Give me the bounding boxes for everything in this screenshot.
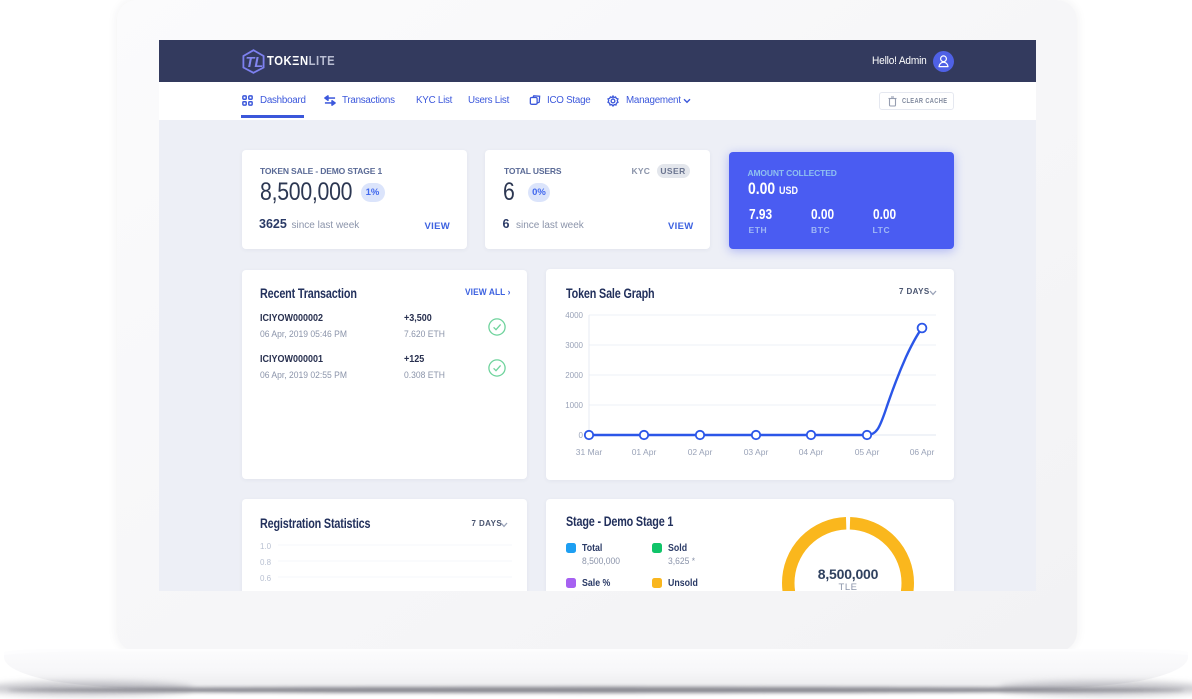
svg-text:4000: 4000 [565, 311, 583, 320]
svg-text:TL: TL [246, 55, 264, 71]
svg-text:31 Mar: 31 Mar [576, 447, 603, 457]
svg-text:1000: 1000 [565, 401, 583, 410]
svg-text:2000: 2000 [565, 371, 583, 380]
svg-text:02 Apr: 02 Apr [688, 447, 713, 457]
svg-text:05 Apr: 05 Apr [855, 447, 880, 457]
svg-text:01 Apr: 01 Apr [632, 447, 657, 457]
svg-text:03 Apr: 03 Apr [744, 447, 769, 457]
svg-text:0: 0 [579, 431, 584, 440]
svg-text:06 Apr: 06 Apr [910, 447, 935, 457]
svg-text:04 Apr: 04 Apr [799, 447, 824, 457]
svg-text:3000: 3000 [565, 341, 583, 350]
